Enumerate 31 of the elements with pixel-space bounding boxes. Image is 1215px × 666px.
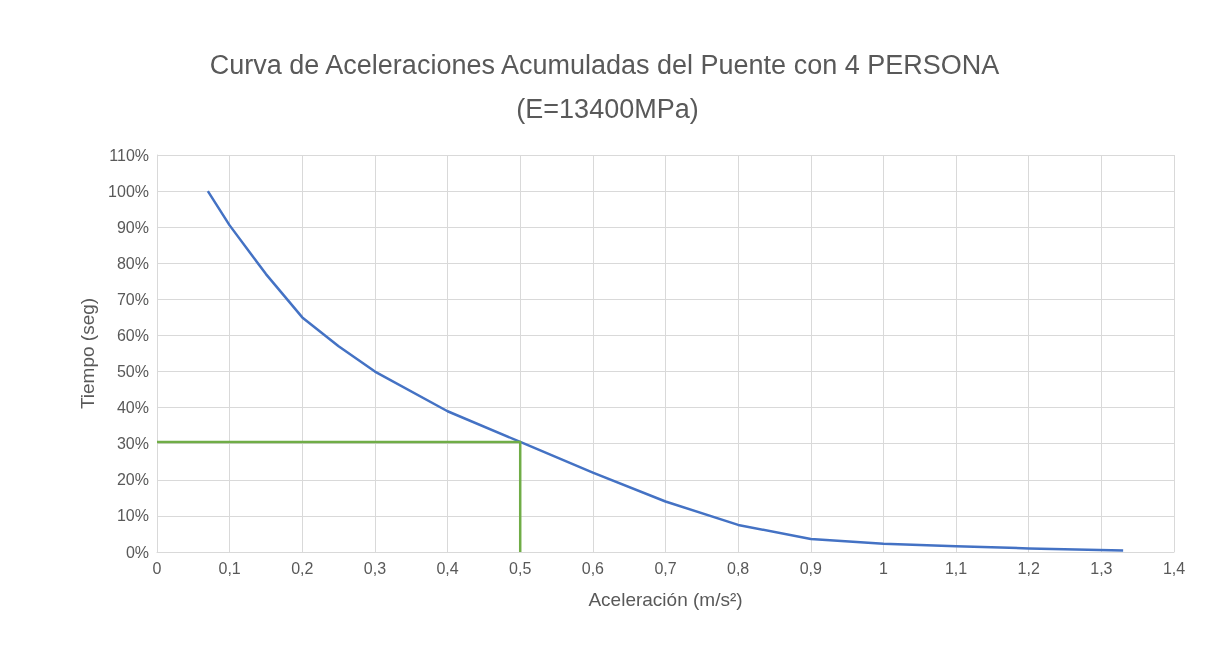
y-tick-label: 70%: [116, 290, 149, 308]
x-tick-label: 0,5: [509, 559, 532, 577]
y-tick-label: 60%: [116, 326, 149, 344]
x-tick-label: 1,2: [1017, 559, 1040, 577]
y-tick-label: 0%: [125, 543, 149, 561]
x-tick-label: 0,9: [799, 559, 822, 577]
x-tick-label: 0,6: [581, 559, 605, 577]
x-tick-label: 1,4: [1162, 559, 1186, 577]
x-tick-label: 1,1: [944, 559, 968, 577]
y-tick-label: 20%: [116, 471, 149, 489]
y-tick-label: 80%: [116, 254, 149, 272]
x-tick-label: 0,4: [436, 559, 459, 577]
y-tick-label: 50%: [116, 363, 149, 381]
y-tick-label: 90%: [116, 218, 149, 236]
y-tick-label: 100%: [108, 182, 149, 200]
x-tick-label: 0: [152, 559, 162, 577]
chart-title: Curva de Aceleraciones Acumuladas del Puente con 4 PERSONA (E=13400MPa): [209, 50, 1006, 124]
x-tick-label: 0,3: [363, 559, 387, 577]
y-tick-label: 10%: [116, 507, 149, 525]
line-series: [206, 189, 1125, 552]
y-tick-label: 110%: [109, 146, 149, 164]
x-axis-title: Aceleración (m/s²): [588, 589, 743, 610]
y-tick-label: 30%: [116, 435, 149, 453]
y-tick-label: 40%: [116, 399, 149, 417]
x-tick-label: 0,8: [727, 559, 750, 577]
x-tick-label: 1: [878, 559, 888, 577]
x-tick-label: 1,3: [1090, 559, 1113, 577]
x-tick-label: 0,7: [654, 559, 677, 577]
x-tick-label: 0,1: [218, 559, 241, 577]
y-axis-title: Tiempo (seg): [77, 297, 99, 410]
x-tick-label: 0,2: [291, 559, 314, 577]
